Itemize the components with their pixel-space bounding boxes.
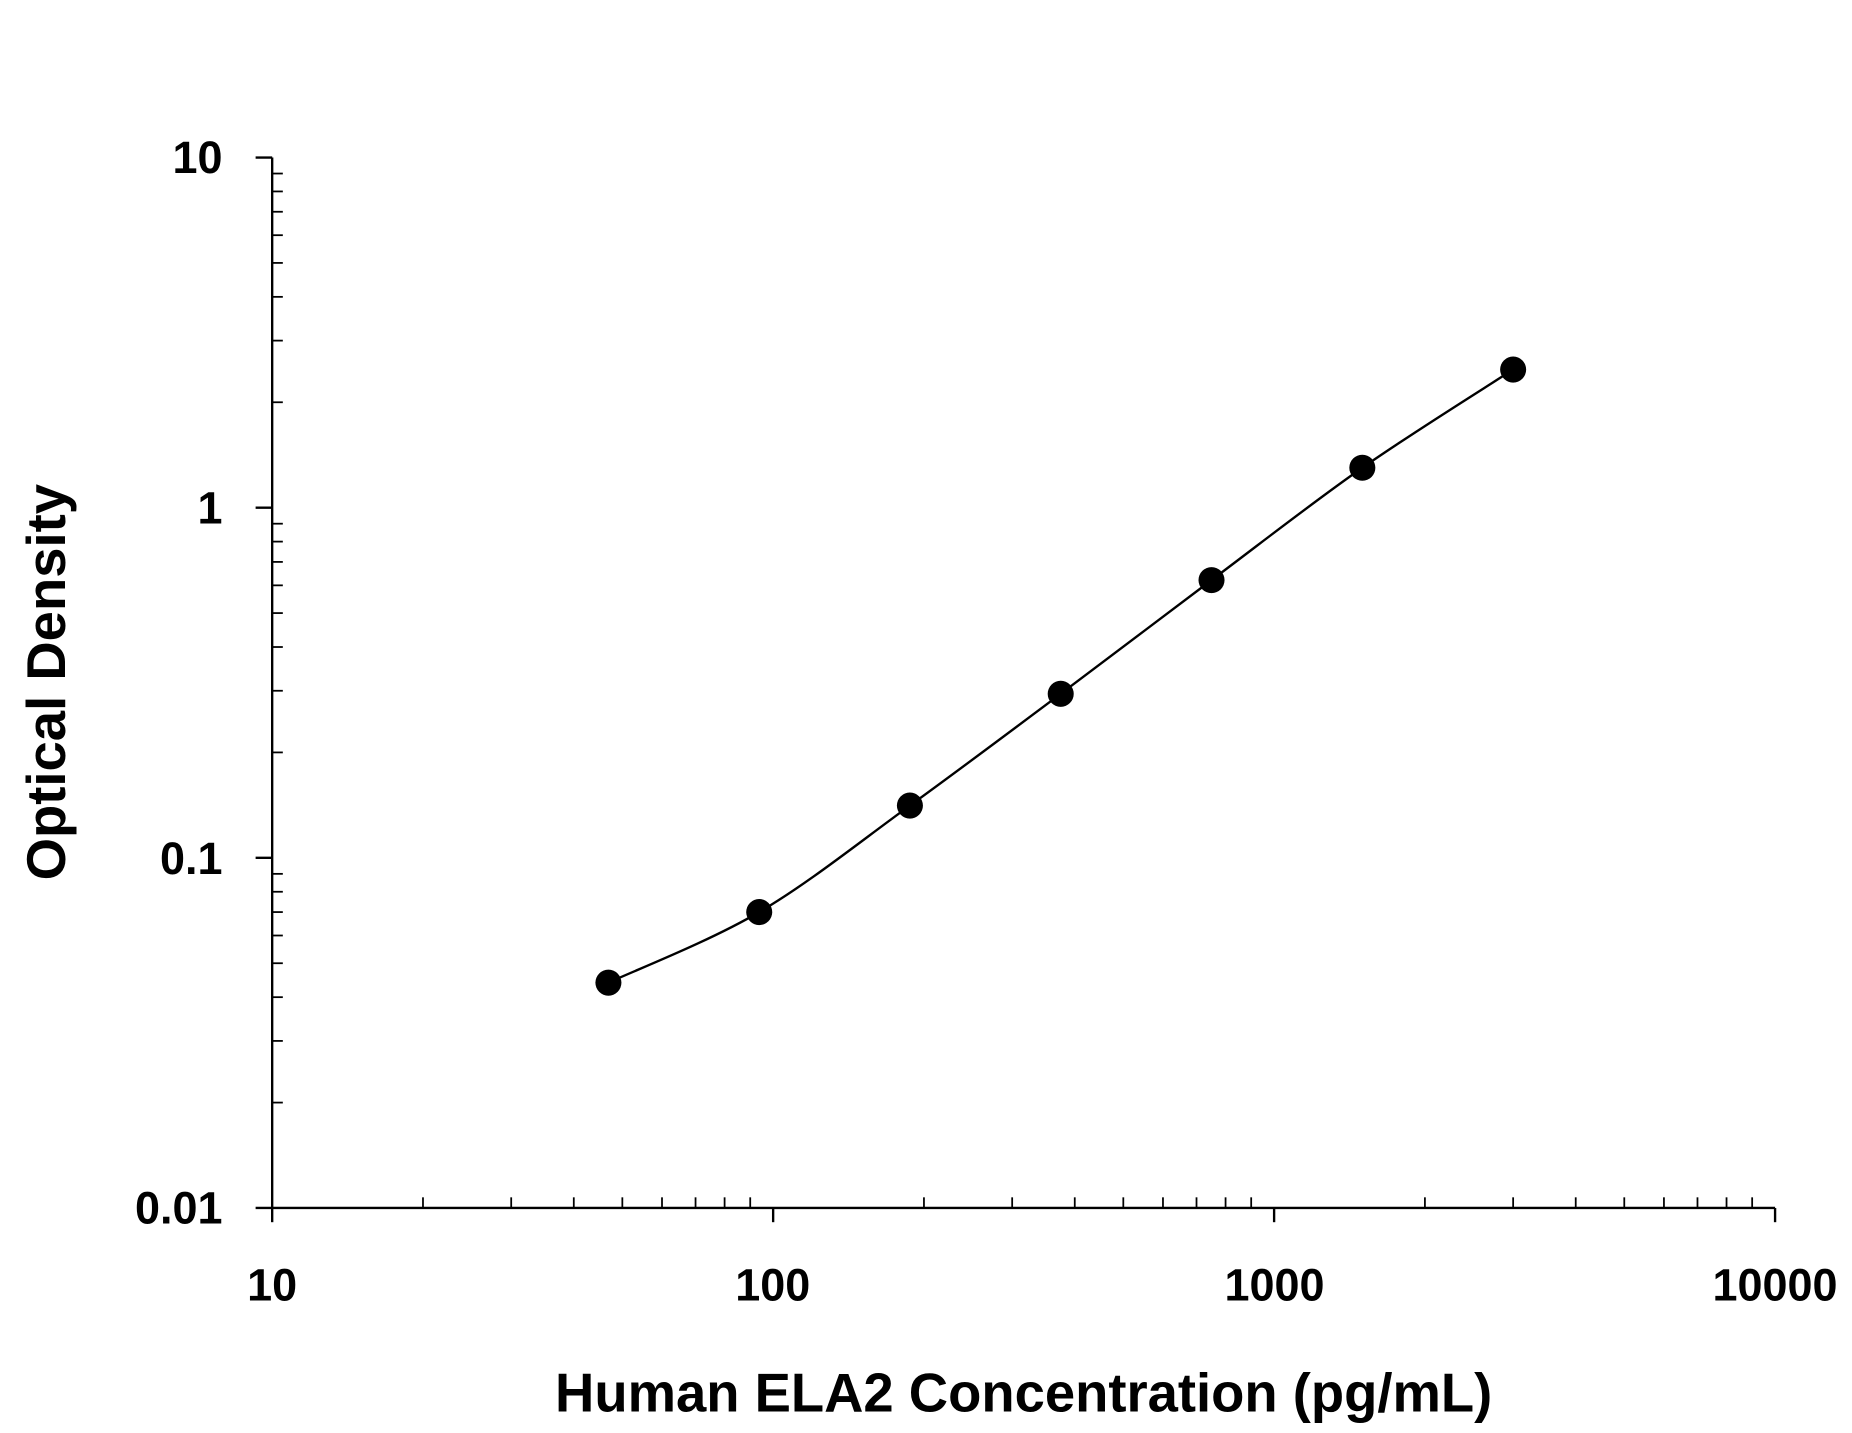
ticks bbox=[255, 156, 1777, 1223]
y-tick-label: 0.01 bbox=[135, 1182, 222, 1233]
y-tick-label: 0.1 bbox=[160, 833, 222, 884]
y-tick-label: 1 bbox=[197, 482, 222, 533]
y-tick-label: 10 bbox=[172, 132, 222, 183]
data-point bbox=[746, 899, 773, 926]
x-axis-label: Human ELA2 Concentration (pg/mL) bbox=[555, 1363, 1492, 1424]
data-point bbox=[896, 792, 923, 819]
data-points bbox=[595, 356, 1527, 996]
x-tick-label: 10 bbox=[247, 1259, 297, 1310]
data-point bbox=[1047, 680, 1074, 707]
data-point bbox=[1500, 356, 1527, 383]
x-tick-label: 1000 bbox=[1225, 1259, 1325, 1310]
axes bbox=[270, 157, 1776, 1210]
y-tick-labels: 0.01 0.1 1 10 bbox=[135, 132, 222, 1233]
y-axis-label: Optical Density bbox=[16, 484, 77, 880]
fit-curve bbox=[607, 368, 1514, 984]
data-point bbox=[1198, 567, 1225, 594]
data-point bbox=[595, 969, 622, 996]
data-point bbox=[1349, 454, 1376, 481]
x-tick-labels: 10 100 1000 10000 bbox=[247, 1259, 1837, 1310]
x-tick-label: 10000 bbox=[1713, 1259, 1838, 1310]
x-tick-label: 100 bbox=[735, 1259, 810, 1310]
